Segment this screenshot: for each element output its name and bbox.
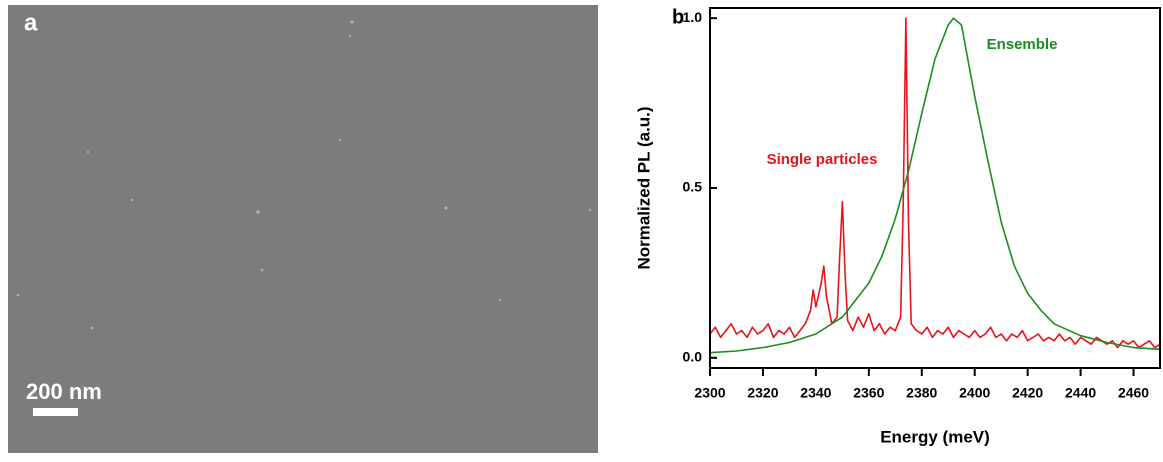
annotation: Ensemble [987, 36, 1058, 53]
x-tick-label: 2360 [853, 385, 884, 401]
panel-label: b [672, 6, 684, 28]
x-tick-label: 2440 [1065, 385, 1096, 401]
sem-image [8, 5, 598, 453]
data-line [709, 17, 1161, 349]
panel-label: a [24, 9, 38, 36]
x-tick-label: 2300 [694, 385, 725, 401]
data-line [709, 17, 1161, 354]
scale-bar [33, 408, 78, 416]
scale-bar-label: 200 nm [26, 379, 102, 404]
annotation: Single particles [767, 151, 878, 168]
x-tick-label: 2460 [1118, 385, 1149, 401]
x-tick-label: 2340 [800, 385, 831, 401]
particles [16, 20, 592, 330]
y-tick-label: 0.0 [683, 349, 703, 365]
y-tick-label: 0.5 [683, 179, 703, 195]
x-tick-label: 2420 [1012, 385, 1043, 401]
y-axis-label: Normalized PL (a.u.) [634, 106, 653, 269]
x-tick-label: 2320 [747, 385, 778, 401]
x-tick-label: 2400 [959, 385, 990, 401]
y-tick-label: 1.0 [683, 9, 703, 25]
x-tick-label: 2380 [906, 385, 937, 401]
sem-panel: a 200 nm [8, 5, 598, 453]
x-axis-label: Energy (meV) [880, 427, 990, 446]
